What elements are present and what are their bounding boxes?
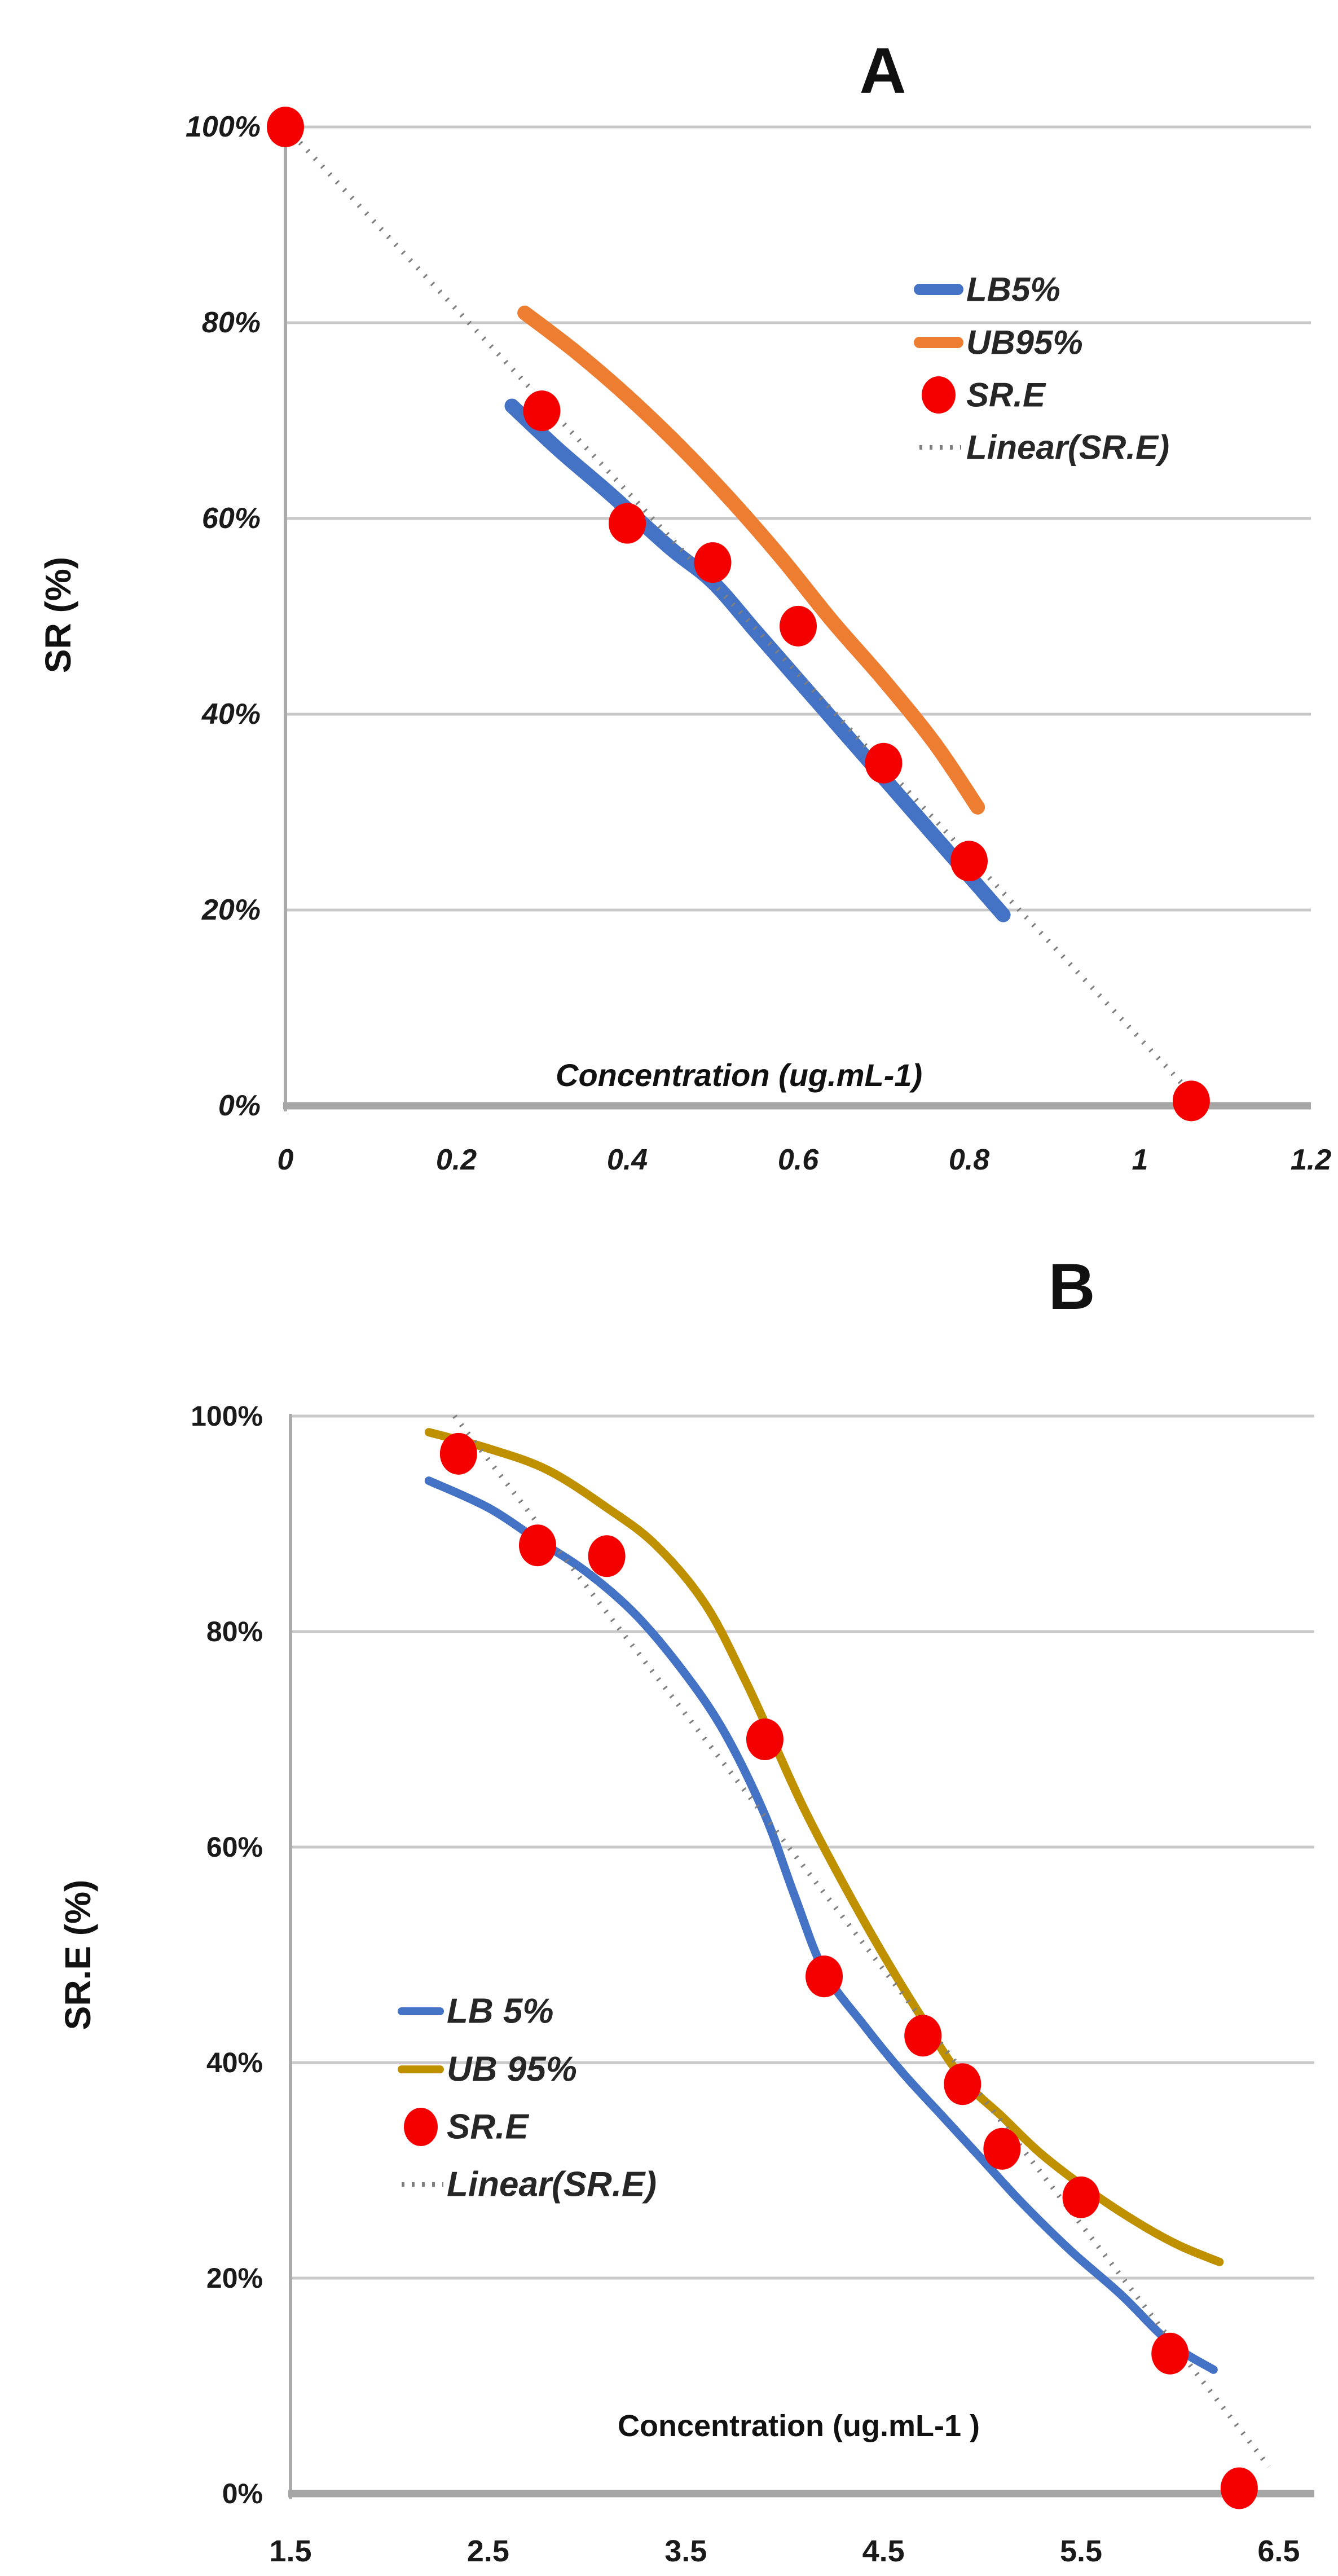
data-point-sr-e	[983, 2127, 1021, 2170]
x-tick-label: 0.2	[436, 1144, 477, 1176]
legend-item-linear-sr-e: Linear(SR.E)	[919, 429, 1169, 467]
data-point-sr-e	[1220, 2467, 1258, 2509]
y-axis-title: SR.E (%)	[58, 1880, 98, 2030]
legend-label: Linear(SR.E)	[447, 2165, 657, 2204]
y-tick-label: 40%	[206, 2047, 263, 2078]
panel-title: A	[859, 35, 906, 107]
x-axis-title: Concentration (ug.mL-1 )	[618, 2409, 980, 2443]
data-point-sr-e	[1151, 2332, 1189, 2375]
y-tick-label: 60%	[202, 502, 261, 535]
legend-label: LB5%	[966, 271, 1060, 309]
legend-item-sr-e: SR.E	[404, 2108, 529, 2147]
linear-sr-e-trendline	[452, 1414, 1271, 2469]
legend-item-lb-5: LB 5%	[398, 1992, 553, 2031]
ub95-curve	[517, 305, 985, 815]
data-point-sr-e	[944, 2063, 982, 2105]
data-point-sr-e	[694, 542, 732, 583]
legend-label: LB 5%	[447, 1992, 553, 2031]
y-tick-label: 100%	[191, 1400, 263, 1432]
y-tick-label: 20%	[201, 894, 261, 926]
y-tick-label: 40%	[201, 698, 261, 731]
legend-label: SR.E	[447, 2108, 529, 2147]
data-point-sr-e	[1062, 2176, 1100, 2218]
x-tick-label: 1.2	[1291, 1144, 1331, 1176]
y-tick-label: 0%	[222, 2478, 263, 2509]
legend-label: UB 95%	[447, 2050, 577, 2089]
data-point-sr-e	[588, 1535, 626, 1577]
panel-title: B	[1048, 1251, 1095, 1323]
x-tick-label: 1	[1132, 1144, 1148, 1176]
legend-item-lb5: LB5%	[914, 271, 1060, 309]
x-tick-label: 1.5	[269, 2534, 311, 2568]
x-tick-label: 3.5	[664, 2534, 707, 2568]
y-tick-label: 100%	[186, 111, 261, 143]
x-tick-label: 0.4	[607, 1144, 648, 1176]
y-axis-title: SR (%)	[38, 557, 78, 673]
legend-item-ub95: UB95%	[914, 324, 1083, 362]
lb-5-curve	[424, 1476, 1218, 2374]
panel-b: 0% 20% 40% 60% 80% 100% 1.5 2.5 3.5 4.5 5.5 6.5 B SR.…	[58, 1251, 1314, 2568]
legend-label: Linear(SR.E)	[966, 429, 1169, 467]
legend-item-ub-95: UB 95%	[398, 2050, 577, 2089]
y-tick-label: 0%	[218, 1089, 261, 1122]
data-point-sr-e	[904, 2015, 942, 2057]
data-point-sr-e	[806, 1955, 843, 1998]
legend-item-linear-sr-e: Linear(SR.E)	[402, 2165, 657, 2204]
x-tick-label: 2.5	[467, 2534, 509, 2568]
legend-item-sr-e: SR.E	[922, 376, 1046, 414]
y-tick-label: 60%	[206, 1831, 263, 1863]
legend-dot-swatch	[404, 2108, 438, 2146]
panel-a: 0% 20% 40% 60% 80% 100% 0 0.2 0.4 0.6 0.8 1 1.2 A SR (…	[38, 35, 1331, 1176]
data-point-sr-e	[518, 1524, 556, 1567]
legend-label: SR.E	[966, 376, 1046, 414]
data-point-sr-e	[609, 503, 646, 544]
data-point-sr-e	[746, 1718, 784, 1760]
x-tick-label: 4.5	[862, 2534, 905, 2568]
legend-label: UB95%	[966, 324, 1083, 362]
x-tick-label: 6.5	[1257, 2534, 1300, 2568]
y-tick-label: 80%	[206, 1616, 263, 1647]
data-point-sr-e	[950, 841, 988, 882]
data-point-sr-e	[1172, 1080, 1210, 1122]
linear-sr-e-trendline	[283, 125, 1198, 1100]
lb5-curve	[504, 398, 1011, 922]
data-point-sr-e	[267, 107, 304, 147]
x-axis-title: Concentration (ug.mL-1)	[556, 1057, 922, 1093]
data-point-sr-e	[523, 390, 561, 432]
data-point-sr-e	[780, 605, 817, 647]
x-tick-label: 0.6	[778, 1144, 819, 1176]
x-tick-label: 0.8	[949, 1144, 989, 1176]
legend-dot-swatch	[922, 376, 956, 414]
x-tick-label: 0	[278, 1144, 294, 1176]
data-point-sr-e	[439, 1432, 477, 1475]
y-tick-label: 20%	[206, 2262, 263, 2294]
x-tick-label: 5.5	[1060, 2534, 1102, 2568]
y-tick-label: 80%	[202, 306, 261, 339]
data-point-sr-e	[865, 742, 903, 784]
